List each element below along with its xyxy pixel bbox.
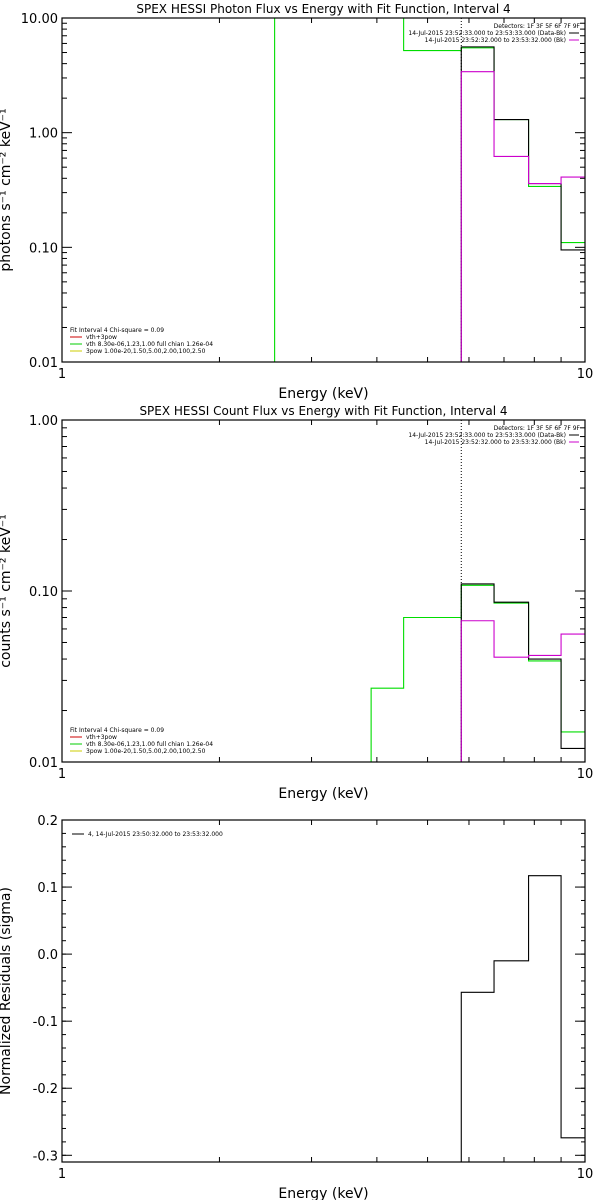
legend-entry: 4, 14-Jul-2015 23:50:32.000 to 23:53:32.… bbox=[88, 831, 223, 838]
y-tick-label: 0.0 bbox=[37, 948, 58, 963]
plot-frame bbox=[61, 819, 586, 1163]
y-tick-label: 0.01 bbox=[29, 756, 58, 771]
y-tick-label: 1.00 bbox=[29, 414, 58, 429]
plot-area bbox=[370, 420, 585, 762]
chart-title: SPEX HESSI Count Flux vs Energy with Fit… bbox=[139, 404, 507, 418]
x-tick-label: 10 bbox=[577, 367, 594, 382]
fit-legend-entry: vth+3pow bbox=[86, 334, 117, 341]
legend-entry: 14-Jul-2015 23:52:32.000 to 23:53:32.000… bbox=[425, 37, 566, 44]
x-tick-label: 1 bbox=[58, 767, 66, 782]
legend-entry: 14-Jul-2015 23:52:33.000 to 23:53:33.000… bbox=[408, 432, 566, 439]
fit-legend-title: Fit Interval 4 Chi-square = 0.09 bbox=[70, 727, 164, 734]
legend-entry: 14-Jul-2015 23:52:32.000 to 23:53:32.000… bbox=[425, 439, 566, 446]
chart-panel-1: SPEX HESSI Photon Flux vs Energy with Fi… bbox=[0, 2, 593, 402]
x-axis-label: Energy (keV) bbox=[278, 386, 368, 402]
y-tick-label: 0.10 bbox=[29, 585, 58, 600]
y-axis-label: counts s⁻¹ cm⁻² keV⁻¹ bbox=[0, 514, 14, 668]
series-1-line bbox=[274, 18, 585, 362]
y-tick-label: 0.2 bbox=[37, 814, 58, 829]
y-tick-label: 0.1 bbox=[37, 881, 58, 896]
fit-legend-entry: 3pow 1.00e-20,1.50,5.00,2.00,100,2.50 bbox=[86, 748, 206, 755]
series-1-line bbox=[460, 875, 585, 1162]
plot-area bbox=[460, 875, 585, 1162]
fit-legend-entry: 3pow 1.00e-20,1.50,5.00,2.00,100,2.50 bbox=[86, 348, 206, 355]
legend: Detectors: 1F 3F 5F 6F 7F 9F14-Jul-2015 … bbox=[408, 425, 580, 446]
legend: Detectors: 1F 3F 5F 6F 7F 9F14-Jul-2015 … bbox=[408, 23, 580, 44]
fit-legend: Fit Interval 4 Chi-square = 0.09vth+3pow… bbox=[70, 727, 213, 755]
y-tick-label: 10.00 bbox=[21, 12, 58, 27]
x-tick-label: 10 bbox=[577, 1167, 594, 1182]
legend-header: Detectors: 1F 3F 5F 6F 7F 9F bbox=[494, 23, 581, 30]
fit-legend: Fit Interval 4 Chi-square = 0.09vth+3pow… bbox=[70, 327, 213, 355]
chart-panel-3: 1 10 0.2 0.1 0.0 -0.1 -0.2 -0.3 Energy (keV) Norm… bbox=[0, 814, 593, 1200]
fit-legend-entry: vth 8.30e-06,1.23,1.00 full chian 1.26e-… bbox=[86, 341, 213, 348]
series-1-line bbox=[370, 584, 585, 762]
y-tick-label: 1.00 bbox=[29, 127, 58, 142]
legend-entry: 14-Jul-2015 23:52:33.000 to 23:53:33.000… bbox=[408, 30, 566, 37]
plot-frame bbox=[61, 419, 586, 763]
series-3-line bbox=[460, 620, 585, 762]
y-axis-label: Normalized Residuals (sigma) bbox=[0, 887, 14, 1095]
x-axis-label: Energy (keV) bbox=[278, 786, 368, 802]
y-axis-label: photons s⁻¹ cm⁻² keV⁻¹ bbox=[0, 108, 14, 271]
y-tick-label: -0.1 bbox=[33, 1015, 58, 1030]
y-tick-label: 0.01 bbox=[29, 356, 58, 371]
fit-legend-title: Fit Interval 4 Chi-square = 0.09 bbox=[70, 327, 164, 334]
chart-panel-2: SPEX HESSI Count Flux vs Energy with Fit… bbox=[0, 404, 593, 802]
plot-frame bbox=[61, 17, 586, 363]
series-2-line bbox=[460, 46, 585, 362]
series-2-line bbox=[460, 583, 585, 762]
chart-title: SPEX HESSI Photon Flux vs Energy with Fi… bbox=[136, 2, 510, 16]
series-3-line bbox=[460, 71, 585, 362]
plot-area bbox=[274, 18, 585, 362]
legend: 4, 14-Jul-2015 23:50:32.000 to 23:53:32.… bbox=[72, 831, 223, 838]
y-tick-label: 0.10 bbox=[29, 241, 58, 256]
fit-legend-entry: vth+3pow bbox=[86, 734, 117, 741]
x-tick-label: 10 bbox=[577, 767, 594, 782]
y-tick-label: -0.2 bbox=[33, 1082, 58, 1097]
legend-header: Detectors: 1F 3F 5F 6F 7F 9F bbox=[494, 425, 581, 432]
x-axis-label: Energy (keV) bbox=[278, 1186, 368, 1200]
fit-legend-entry: vth 8.30e-06,1.23,1.00 full chian 1.26e-… bbox=[86, 741, 213, 748]
y-tick-label: -0.3 bbox=[33, 1149, 58, 1164]
x-tick-label: 1 bbox=[58, 367, 66, 382]
x-tick-label: 1 bbox=[58, 1167, 66, 1182]
